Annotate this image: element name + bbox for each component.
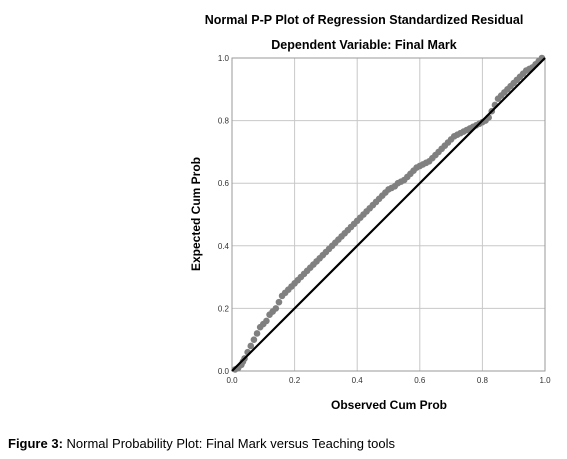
plot-frame xyxy=(231,57,546,372)
chart-subtitle: Dependent Variable: Final Mark xyxy=(271,38,457,52)
data-point xyxy=(272,305,280,312)
y-tick-label: 0.2 xyxy=(218,304,230,313)
y-tick-label: 0.8 xyxy=(218,117,230,126)
data-point xyxy=(275,298,283,306)
data-point xyxy=(253,330,261,337)
figure-caption: Figure 3: Normal Probability Plot: Final… xyxy=(8,436,395,451)
x-tick-label: 1.0 xyxy=(539,376,551,385)
caption-text: Normal Probability Plot: Final Mark vers… xyxy=(62,436,396,451)
y-tick-label: 1.0 xyxy=(218,54,230,63)
y-tick-label: 0.6 xyxy=(218,179,230,188)
x-axis-title: Observed Cum Prob xyxy=(331,398,447,412)
reference-line xyxy=(231,57,546,372)
data-point xyxy=(247,342,255,350)
pp-plot-chart: Normal P-P Plot of Regression Standardiz… xyxy=(189,13,551,412)
y-axis-title: Expected Cum Prob xyxy=(189,157,203,271)
caption-label: Figure 3: xyxy=(8,436,63,451)
chart-title: Normal P-P Plot of Regression Standardiz… xyxy=(205,13,524,27)
data-point xyxy=(250,336,258,344)
y-tick-label: 0.0 xyxy=(218,367,230,376)
x-tick-label: 0.8 xyxy=(477,376,489,385)
data-point xyxy=(263,317,270,325)
data-points xyxy=(231,54,546,373)
x-tick-label: 0.0 xyxy=(226,376,238,385)
x-tick-label: 0.2 xyxy=(289,376,301,385)
tick-labels: 0.0 0.2 0.4 0.6 0.8 1.0 0.0 0.2 0.4 0.6 0.8 1.0 xyxy=(218,54,551,385)
x-tick-label: 0.6 xyxy=(414,376,426,385)
x-tick-label: 0.4 xyxy=(352,376,364,385)
y-tick-label: 0.4 xyxy=(218,242,230,251)
